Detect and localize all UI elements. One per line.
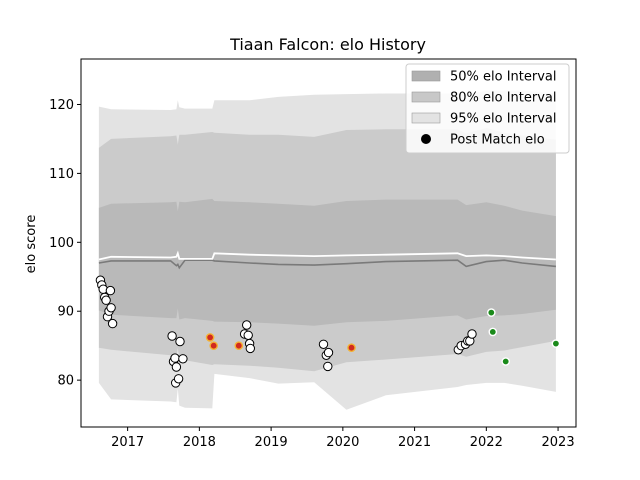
post_match-point <box>323 361 333 372</box>
post_match-point <box>101 295 111 305</box>
x-tick-label: 2019 <box>255 435 288 450</box>
y-tick-label: 80 <box>57 374 74 389</box>
post_match-point <box>106 303 116 313</box>
highlight-point <box>205 333 215 342</box>
x-tick-label: 2020 <box>326 435 359 450</box>
highlight-point <box>347 343 356 353</box>
legend-label: 95% elo Interval <box>450 112 557 127</box>
legend-box <box>405 63 570 154</box>
legend-label: Post Match elo <box>450 133 545 148</box>
mean-line <box>98 250 556 261</box>
y-axis-label: elo score <box>24 215 39 274</box>
legend-swatch <box>411 70 441 82</box>
legend-label: 80% elo Interval <box>450 91 557 106</box>
legend-swatch <box>411 112 441 124</box>
legend-marker <box>421 134 431 144</box>
post_match-point <box>243 330 253 340</box>
legend: 50% elo Interval 80% elo Interval 95% elo … <box>405 63 570 154</box>
upcoming-point <box>488 327 498 337</box>
upcoming-point <box>486 308 496 317</box>
highlight-point <box>234 341 244 351</box>
post_match-point <box>105 285 116 296</box>
post_match-point <box>318 339 329 349</box>
x-tick-label: 2021 <box>398 435 431 450</box>
post_match-point <box>171 362 182 372</box>
axes: 2017 2018 2019 2020 2021 2022 2023 80 90 100 110 12… <box>49 58 577 450</box>
post_match-point <box>245 343 256 354</box>
upcoming-point <box>551 339 561 348</box>
highlight-point <box>209 341 218 351</box>
x-tick-label: 2017 <box>111 435 144 450</box>
legend-label: 50% elo Interval <box>450 70 557 85</box>
x-tick-label: 2018 <box>183 435 216 450</box>
mean-line-dark <box>98 259 556 270</box>
plot-area <box>95 90 561 410</box>
x-tick-label: 2023 <box>542 435 575 450</box>
post_match-point <box>170 353 180 363</box>
legend-swatch <box>411 91 441 103</box>
upcoming-point <box>501 357 511 366</box>
y-tick-label: 110 <box>49 167 74 182</box>
post_match-point <box>323 347 334 358</box>
post-match-points <box>95 275 561 388</box>
axes-frame <box>80 58 577 428</box>
y-tick-label: 90 <box>57 305 74 320</box>
post_match-point <box>173 374 184 384</box>
post_match-point <box>467 329 477 339</box>
post_match-point <box>167 331 177 341</box>
chart-title: Tiaan Falcon: elo History <box>229 35 426 54</box>
post_match-point <box>242 320 252 330</box>
y-tick-label: 120 <box>49 98 74 113</box>
x-tick-label: 2022 <box>470 435 503 450</box>
band-50 <box>98 198 556 326</box>
interval-bands <box>98 90 556 410</box>
y-tick-label: 100 <box>49 236 74 251</box>
post_match-point <box>178 354 188 364</box>
post_match-point <box>175 336 185 347</box>
post_match-point <box>107 318 118 329</box>
